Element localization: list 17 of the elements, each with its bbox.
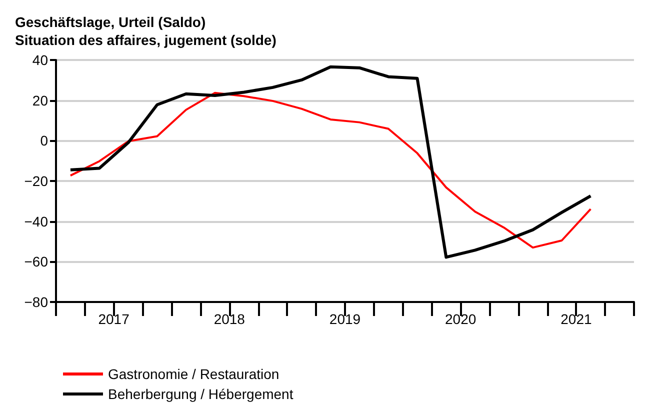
line-series bbox=[68, 65, 592, 259]
legend-label: Gastronomie / Restauration bbox=[108, 366, 280, 382]
y-tick-label: −60 bbox=[24, 254, 48, 270]
legend-label: Beherbergung / Hébergement bbox=[108, 386, 294, 402]
x-tick-label: 2019 bbox=[329, 311, 361, 327]
line-series bbox=[69, 92, 592, 249]
y-tick-label: −40 bbox=[24, 213, 48, 230]
y-tick-label: 0 bbox=[40, 132, 48, 149]
x-tick-label: 2020 bbox=[445, 311, 476, 327]
y-tick-label: −20 bbox=[24, 173, 48, 189]
y-tick-label: 40 bbox=[32, 52, 48, 68]
chart-title: Geschäftslage, Urteil (Saldo) Situation des affaires, jugement (solde) bbox=[15, 14, 276, 48]
x-tick-label: 2017 bbox=[98, 311, 130, 327]
y-tick-label: 20 bbox=[32, 92, 48, 108]
x-tick-label: 2021 bbox=[560, 311, 592, 327]
y-tick-label: −80 bbox=[24, 294, 48, 310]
x-tick-label: 2018 bbox=[214, 311, 246, 327]
